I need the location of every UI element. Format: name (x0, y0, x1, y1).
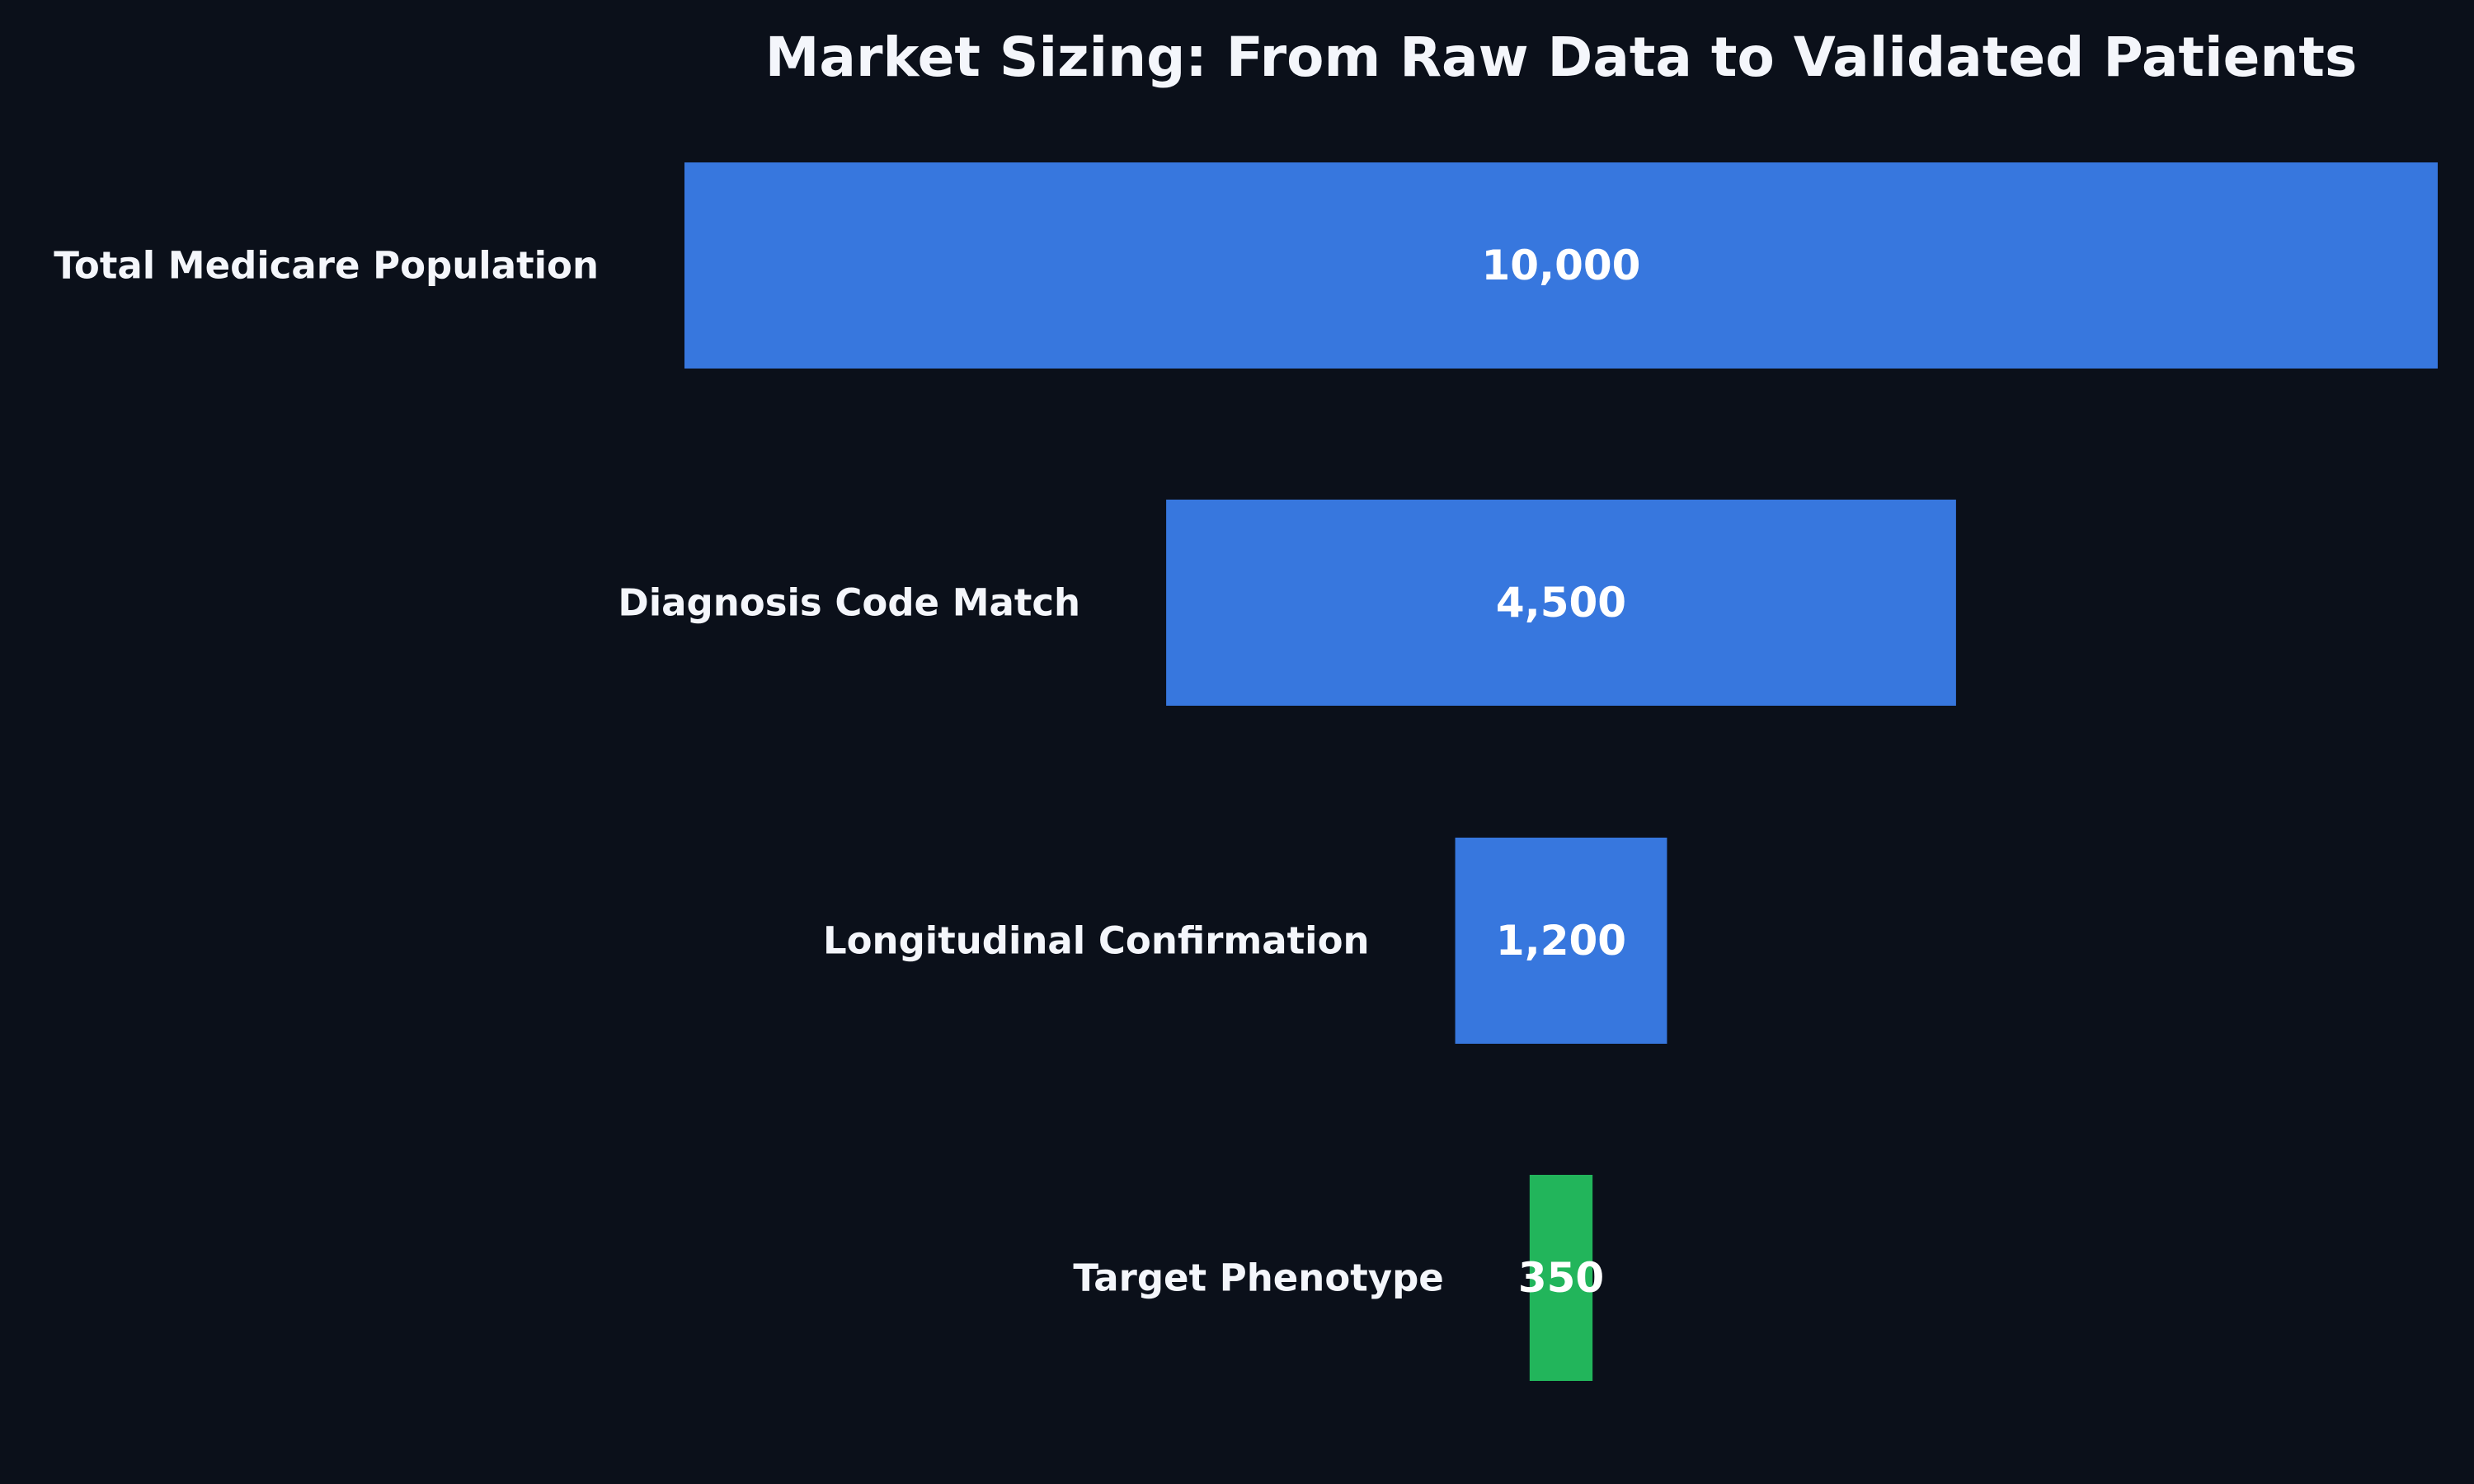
value-label: 1,200 (1496, 917, 1626, 965)
funnel-bar (1455, 838, 1667, 1044)
value-label: 10,000 (1482, 242, 1641, 289)
stage-label: Longitudinal Confirmation (823, 919, 1370, 963)
stage-label: Total Medicare Population (54, 244, 599, 288)
value-label: 4,500 (1496, 579, 1626, 627)
value-label: 350 (1518, 1254, 1604, 1302)
stage-label: Diagnosis Code Match (618, 581, 1080, 625)
funnel-bar (684, 162, 2438, 369)
funnel-bar (1166, 500, 1956, 706)
funnel-bars: Total Medicare Population 10,000 Diagnosis… (54, 162, 2438, 1381)
stage-label: Target Phenotype (1073, 1256, 1443, 1300)
funnel-bar (1529, 1175, 1593, 1381)
chart-title: Market Sizing: From Raw Data to Validate… (765, 26, 2358, 89)
